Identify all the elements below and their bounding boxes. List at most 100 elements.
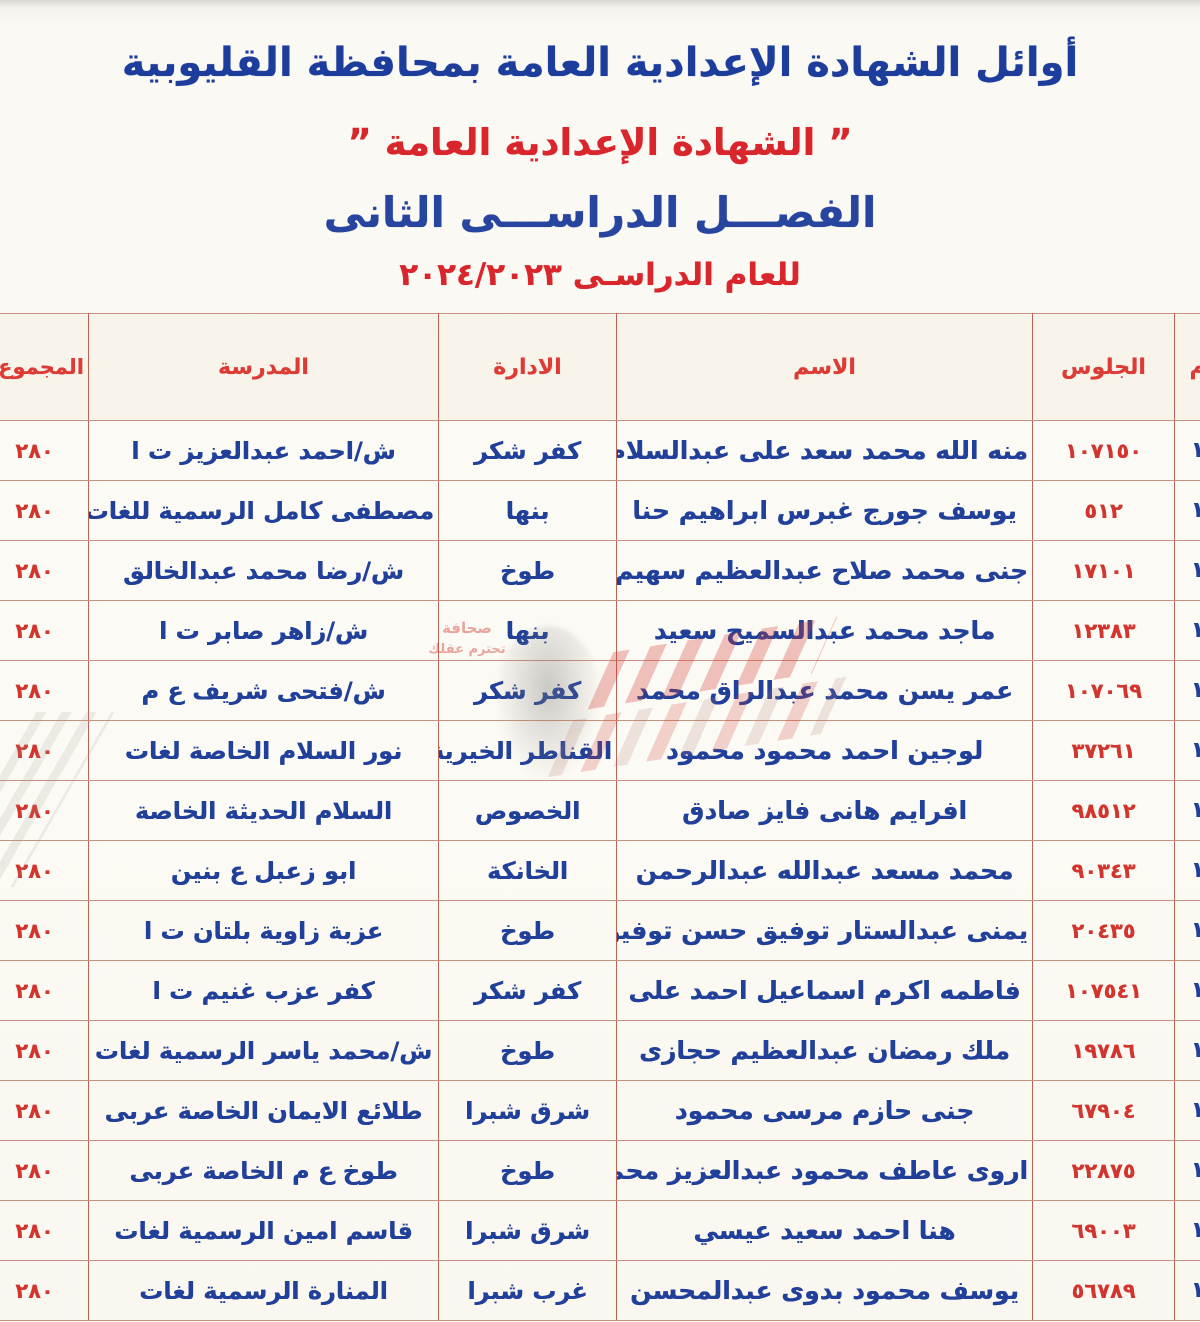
cell-total-score: ٢٨٠ (0, 480, 89, 541)
subtitle-semester: الفصـــل الدراســـى الثانى (323, 188, 877, 237)
column-header-name: الاسم (616, 313, 1033, 421)
cell-rank: ١ (1174, 780, 1200, 841)
cell-school: ش/رضا محمد عبدالخالق (88, 540, 439, 601)
cell-total-score: ٢٨٠ (0, 540, 89, 601)
cell-student-name: ملك رمضان عبدالعظيم حجازى (616, 1020, 1033, 1081)
cell-seat-number: ٩٠٣٤٣ (1032, 840, 1175, 901)
cell-school: ش/احمد عبدالعزيز ت ا (88, 420, 439, 481)
cell-student-name: جنى محمد صلاح عبدالعظيم سهيم (616, 540, 1033, 601)
results-table: م الجلوس الاسم الادارة المدرسة المجموع ا… (0, 313, 1200, 1321)
student-row: ١ ١٠٧٥٤١ فاطمه اكرم اسماعيل احمد على كفر… (0, 960, 1200, 1021)
cell-rank: ١ (1174, 1020, 1200, 1081)
cell-rank: ١ (1174, 420, 1200, 481)
cell-student-name: يوسف جورج غبرس ابراهيم حنا (616, 480, 1033, 541)
cell-total-score: ٢٨٠ (0, 960, 89, 1021)
student-row: ١ ١٩٧٨٦ ملك رمضان عبدالعظيم حجازى طوخ ش/… (0, 1020, 1200, 1081)
cell-total-score: ٢٨٠ (0, 720, 89, 781)
cell-total-score: ٢٨٠ (0, 420, 89, 481)
student-row: ١ ٩٨٥١٢ افرايم هانى فايز صادق الخصوص الس… (0, 780, 1200, 841)
cell-district: بنها (438, 480, 617, 541)
cell-district: طوخ (438, 1140, 617, 1201)
cell-school: نور السلام الخاصة لغات (88, 720, 439, 781)
cell-seat-number: ٥٦٧٨٩ (1032, 1260, 1175, 1321)
column-header-total-score: المجموع الكلى (0, 313, 89, 421)
student-row: ١ ٢٠٤٣٥ يمنى عبدالستار توفيق حسن توفيق ط… (0, 900, 1200, 961)
results-table-body: ١ ١٠٧١٥٠ منه الله محمد سعد على عبدالسلام… (0, 420, 1200, 1321)
student-row: ١ ٦٧٩٠٤ جنى حازم مرسى محمود شرق شبرا طلا… (0, 1080, 1200, 1141)
cell-student-name: يمنى عبدالستار توفيق حسن توفيق (616, 900, 1033, 961)
cell-seat-number: ١٧١٠١ (1032, 540, 1175, 601)
cell-district: كفر شكر (438, 660, 617, 721)
cell-seat-number: ١٠٧٥٤١ (1032, 960, 1175, 1021)
student-row: ١ ٥١٢ يوسف جورج غبرس ابراهيم حنا بنها مص… (0, 480, 1200, 541)
cell-seat-number: ٥١٢ (1032, 480, 1175, 541)
cell-total-score: ٢٨٠ (0, 900, 89, 961)
student-row: ١ ٦٩٠٠٣ هنا احمد سعيد عيسي شرق شبرا قاسم… (0, 1200, 1200, 1261)
cell-seat-number: ١٠٧١٥٠ (1032, 420, 1175, 481)
cell-school: السلام الحديثة الخاصة (88, 780, 439, 841)
cell-student-name: لوجين احمد محمود محمود (616, 720, 1033, 781)
cell-student-name: يوسف محمود بدوى عبدالمحسن (616, 1260, 1033, 1321)
header-row: م الجلوس الاسم الادارة المدرسة المجموع ا… (0, 313, 1200, 421)
cell-total-score: ٢٨٠ (0, 1200, 89, 1261)
cell-seat-number: ٩٨٥١٢ (1032, 780, 1175, 841)
cell-rank: ١ (1174, 720, 1200, 781)
student-row: ١ ١٧١٠١ جنى محمد صلاح عبدالعظيم سهيم طوخ… (0, 540, 1200, 601)
cell-district: الخانكة (438, 840, 617, 901)
cell-school: عزبة زاوية بلتان ت ا (88, 900, 439, 961)
cell-district: شرق شبرا (438, 1200, 617, 1261)
cell-school: ش/فتحى شريف ع م (88, 660, 439, 721)
subtitle-academic-year: للعام الدراسـى ٢٠٢٤/٢٠٢٣ (399, 257, 801, 293)
column-header-seat-number: الجلوس (1032, 313, 1175, 421)
cell-rank: ١ (1174, 480, 1200, 541)
cell-rank: ١ (1174, 540, 1200, 601)
cell-rank: ١ (1174, 1080, 1200, 1141)
cell-seat-number: ١٩٧٨٦ (1032, 1020, 1175, 1081)
cell-student-name: منه الله محمد سعد على عبدالسلام (616, 420, 1033, 481)
cell-seat-number: ٦٩٠٠٣ (1032, 1200, 1175, 1261)
cell-rank: ١ (1174, 660, 1200, 721)
cell-seat-number: ٣٧٢٦١ (1032, 720, 1175, 781)
cell-school: قاسم امين الرسمية لغات (88, 1200, 439, 1261)
student-row: ١ ١٠٧٠٦٩ عمر يسن محمد عبدالراق محمد كفر … (0, 660, 1200, 721)
cell-school: ش/محمد ياسر الرسمية لغات (88, 1020, 439, 1081)
cell-student-name: عمر يسن محمد عبدالراق محمد (616, 660, 1033, 721)
cell-school: طوخ ع م الخاصة عربى (88, 1140, 439, 1201)
cell-rank: ١ (1174, 1140, 1200, 1201)
cell-school: المنارة الرسمية لغات (88, 1260, 439, 1321)
cell-seat-number: ١٠٧٠٦٩ (1032, 660, 1175, 721)
column-header-school: المدرسة (88, 313, 439, 421)
cell-rank: ١ (1174, 1260, 1200, 1321)
results-table-header: م الجلوس الاسم الادارة المدرسة المجموع ا… (0, 313, 1200, 421)
cell-school: طلائع الايمان الخاصة عربى (88, 1080, 439, 1141)
cell-seat-number: ١٢٣٨٣ (1032, 600, 1175, 661)
cell-total-score: ٢٨٠ (0, 1260, 89, 1321)
student-row: ١ ١٠٧١٥٠ منه الله محمد سعد على عبدالسلام… (0, 420, 1200, 481)
column-header-district: الادارة (438, 313, 617, 421)
student-row: ١ ٥٦٧٨٩ يوسف محمود بدوى عبدالمحسن غرب شب… (0, 1260, 1200, 1321)
student-row: ١ ٣٧٢٦١ لوجين احمد محمود محمود القناطر ا… (0, 720, 1200, 781)
cell-total-score: ٢٨٠ (0, 1080, 89, 1141)
cell-district: بنها (438, 600, 617, 661)
cell-district: الخصوص (438, 780, 617, 841)
cell-school: ش/زاهر صابر ت ا (88, 600, 439, 661)
student-row: ١ ٩٠٣٤٣ محمد مسعد عبدالله عبدالرحمن الخا… (0, 840, 1200, 901)
cell-rank: ١ (1174, 900, 1200, 961)
cell-student-name: افرايم هانى فايز صادق (616, 780, 1033, 841)
cell-seat-number: ٢٢٨٧٥ (1032, 1140, 1175, 1201)
cell-district: القناطر الخيرية (438, 720, 617, 781)
cell-rank: ١ (1174, 840, 1200, 901)
cell-district: طوخ (438, 540, 617, 601)
cell-student-name: ماجد محمد عبدالسميح سعيد (616, 600, 1033, 661)
cell-total-score: ٢٨٠ (0, 1020, 89, 1081)
cell-student-name: محمد مسعد عبدالله عبدالرحمن (616, 840, 1033, 901)
cell-school: مصطفى كامل الرسمية للغات (88, 480, 439, 541)
cell-district: طوخ (438, 900, 617, 961)
cell-district: كفر شكر (438, 420, 617, 481)
cell-district: كفر شكر (438, 960, 617, 1021)
page-title: أوائل الشهادة الإعدادية العامة بمحافظة ا… (121, 40, 1079, 86)
cell-seat-number: ٢٠٤٣٥ (1032, 900, 1175, 961)
cell-total-score: ٢٨٠ (0, 1140, 89, 1201)
student-row: ١ ٢٢٨٧٥ اروى عاطف محمود عبدالعزيز محمد ط… (0, 1140, 1200, 1201)
